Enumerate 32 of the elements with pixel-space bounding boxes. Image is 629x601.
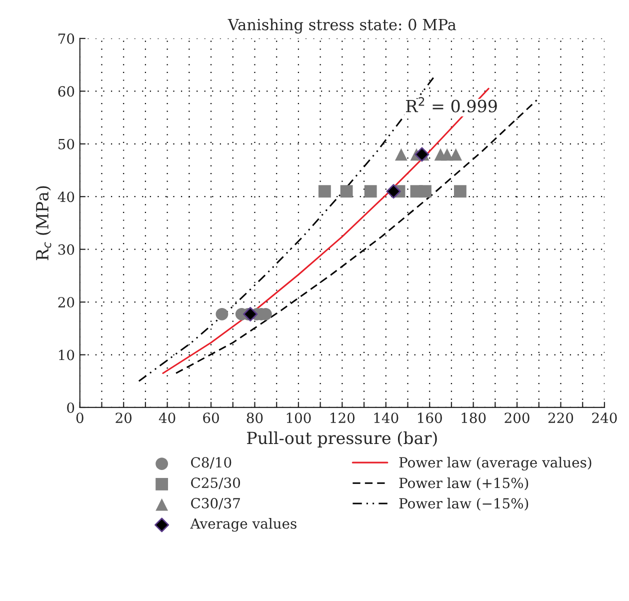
x-tick-label: 40 [158, 412, 176, 424]
x-tick-label: 200 [504, 412, 530, 424]
y-tick-label: 40 [58, 192, 74, 202]
x-tick-label: 0 [76, 412, 84, 424]
y-tick-label: 20 [58, 297, 74, 308]
annotation: R$^{2}$ = 0.999 [406, 97, 497, 112]
chart-title: Vanishing stress state: 0 MPa [228, 18, 456, 34]
y-tick-label: 70 [58, 33, 74, 44]
y-tick-label: 10 [59, 350, 74, 360]
x-tick-label: 160 [418, 412, 442, 424]
x-axis-title: Pull-out pressure (bar) [247, 431, 437, 448]
x-tick-label: 120 [330, 412, 355, 424]
y-axis-title: R$_{c}$ (MPa) [36, 186, 52, 260]
legend-label: Power law (+15%) [399, 477, 528, 490]
x-tick-label: 100 [286, 412, 311, 424]
y-tick-label: 30 [58, 244, 74, 255]
x-tick-label: 240 [592, 412, 617, 424]
x-tick-label: 20 [116, 412, 132, 424]
legend-label: Power law (average values) [399, 456, 592, 471]
x-tick-label: 180 [462, 412, 486, 424]
legend-label: C25/30 [191, 478, 240, 490]
legend-label: C30/37 [191, 498, 240, 510]
legend-label: C8/10 [191, 457, 232, 469]
y-tick-label: 50 [58, 138, 74, 150]
y-tick-label: 60 [58, 86, 74, 97]
x-tick-label: 220 [548, 412, 574, 424]
x-tick-label: 60 [203, 412, 219, 424]
x-tick-label: 140 [374, 412, 398, 424]
legend-label: Average values [190, 518, 296, 532]
x-tick-label: 80 [246, 412, 263, 424]
legend-label: Power law (−15%) [399, 498, 528, 511]
y-tick-label: 0 [67, 402, 74, 413]
